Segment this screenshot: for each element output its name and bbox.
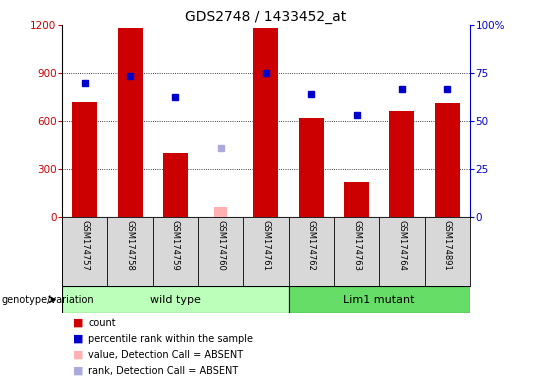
Title: GDS2748 / 1433452_at: GDS2748 / 1433452_at [185, 10, 347, 24]
Bar [435, 103, 460, 217]
Bar [253, 28, 279, 217]
Text: ■: ■ [73, 318, 83, 328]
Text: GSM174763: GSM174763 [352, 220, 361, 271]
Bar [72, 102, 97, 217]
Text: Lim1 mutant: Lim1 mutant [343, 295, 415, 305]
Bar [288, 286, 470, 313]
Text: ■: ■ [73, 350, 83, 360]
Text: percentile rank within the sample: percentile rank within the sample [88, 334, 253, 344]
Bar [214, 207, 227, 217]
Text: GSM174764: GSM174764 [397, 220, 406, 271]
Text: GSM174891: GSM174891 [443, 220, 451, 271]
Text: GSM174760: GSM174760 [216, 220, 225, 271]
Bar [389, 111, 414, 217]
Text: GSM174757: GSM174757 [80, 220, 89, 271]
Text: ■: ■ [73, 366, 83, 376]
Text: value, Detection Call = ABSENT: value, Detection Call = ABSENT [88, 350, 243, 360]
Text: rank, Detection Call = ABSENT: rank, Detection Call = ABSENT [88, 366, 238, 376]
Text: GSM174759: GSM174759 [171, 220, 180, 271]
Text: genotype/variation: genotype/variation [1, 295, 94, 305]
Bar [163, 153, 188, 217]
Text: ■: ■ [73, 334, 83, 344]
Text: wild type: wild type [150, 295, 201, 305]
Bar [344, 182, 369, 217]
Bar [62, 286, 288, 313]
Text: GSM174761: GSM174761 [261, 220, 271, 271]
Text: GSM174758: GSM174758 [126, 220, 134, 271]
Text: GSM174762: GSM174762 [307, 220, 316, 271]
Text: count: count [88, 318, 116, 328]
Bar [118, 28, 143, 217]
Bar [299, 118, 323, 217]
